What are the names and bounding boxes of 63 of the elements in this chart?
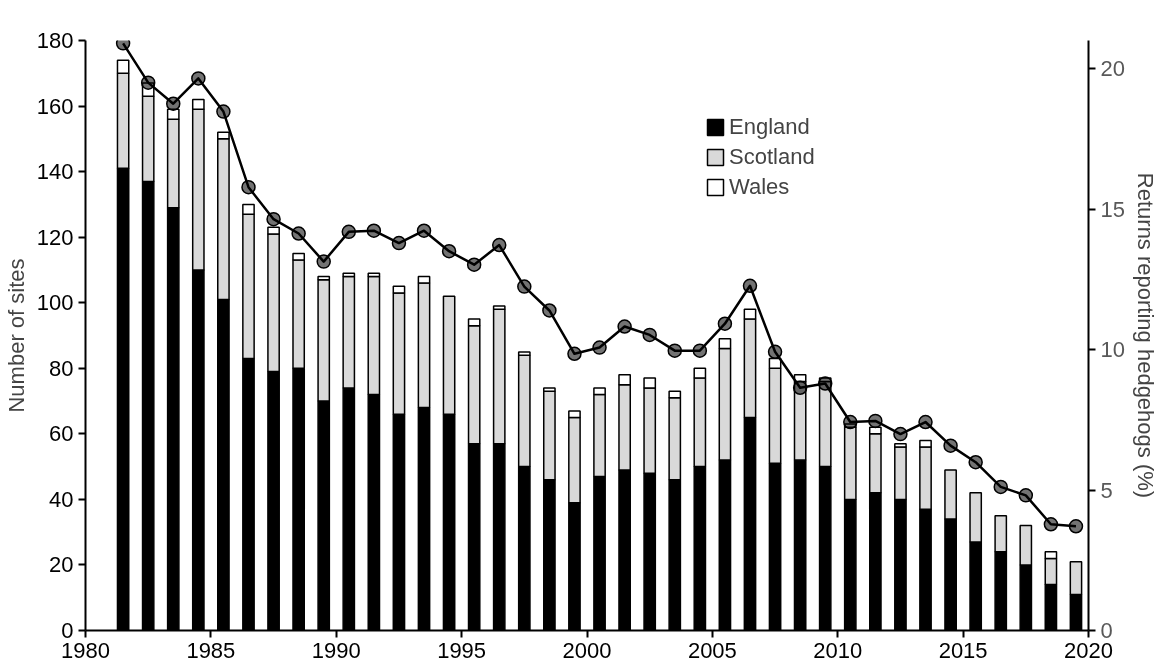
y2-tick-label: 20 (1100, 56, 1125, 82)
point (341, 224, 357, 240)
point (416, 223, 432, 238)
x-tick-label: 1985 (186, 637, 236, 663)
point (843, 414, 858, 430)
point (191, 71, 206, 86)
y-tick-label: 80 (49, 355, 74, 381)
y2-tick-label: 15 (1100, 196, 1125, 222)
y2-tick-label: 5 (1100, 477, 1113, 503)
y-tick-label: 20 (49, 552, 74, 578)
point (391, 235, 407, 251)
x-tick-label: 2010 (813, 637, 863, 663)
y2-tick-label: 10 (1100, 337, 1125, 363)
point (918, 414, 933, 430)
point (241, 179, 256, 195)
point (993, 479, 1008, 495)
point (592, 340, 607, 355)
point (140, 75, 156, 90)
point (717, 316, 733, 331)
point (642, 327, 657, 343)
y-tick-label: 180 (36, 28, 74, 53)
legend-label: Scotland (729, 144, 815, 170)
point (216, 104, 231, 119)
y-tick-label: 100 (36, 290, 74, 316)
y-tick-label: 140 (36, 159, 74, 185)
point (1068, 519, 1084, 534)
point (291, 226, 306, 241)
point (692, 343, 708, 358)
y-tick-label: 160 (36, 93, 74, 119)
y-tick-label: 120 (36, 224, 74, 250)
y-tick-label: 40 (49, 486, 74, 512)
y2-axis-title: Returns reporting hedgehogs (%) (1132, 172, 1158, 499)
legend-label: England (729, 114, 810, 140)
legend-label: Wales (729, 174, 790, 200)
x-tick-label: 1990 (311, 637, 361, 663)
y-tick-label: 60 (49, 421, 74, 447)
x-tick-label: 2015 (938, 637, 988, 663)
point (893, 426, 908, 442)
point (542, 303, 557, 318)
point (441, 243, 457, 259)
point (567, 346, 582, 361)
x-tick-label: 2000 (562, 637, 612, 663)
point (767, 344, 783, 360)
point (968, 454, 983, 470)
y-axis-title: Number of sites (3, 258, 29, 413)
point (266, 211, 281, 227)
point (617, 319, 632, 334)
point (667, 343, 683, 358)
point (366, 223, 382, 238)
point (1018, 488, 1034, 503)
point (792, 380, 808, 395)
point (1043, 517, 1059, 532)
x-tick-label: 2005 (687, 637, 737, 663)
x-tick-label: 1995 (437, 637, 487, 663)
point (517, 279, 532, 294)
point (868, 413, 883, 429)
point (943, 438, 958, 453)
point (817, 376, 833, 391)
point (166, 96, 181, 111)
point (742, 278, 758, 294)
point (491, 237, 507, 253)
point (466, 257, 482, 272)
point (316, 254, 331, 269)
